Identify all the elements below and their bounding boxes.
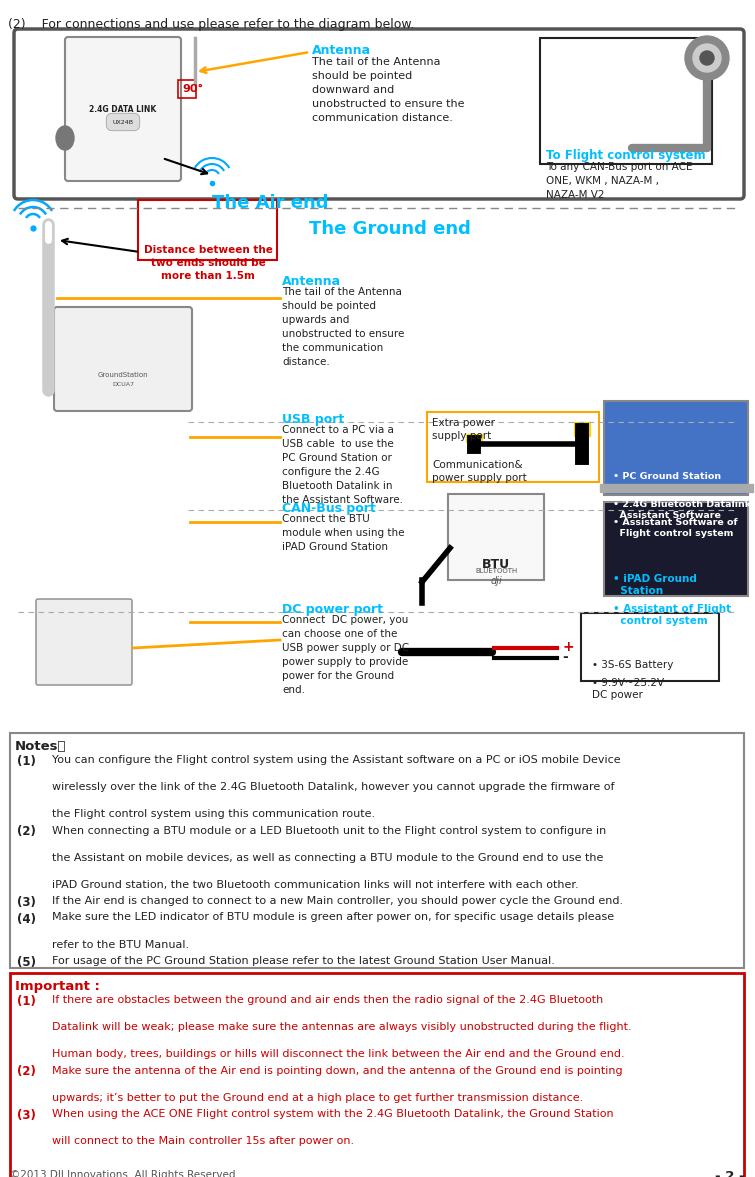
Bar [427,412,599,483]
Text: When using the ACE ONE Flight control system with the 2.4G Bluetooth Datalink, t: When using the ACE ONE Flight control sy… [52,1109,614,1146]
Text: • PC Ground Station: • PC Ground Station [613,472,721,481]
Ellipse shape [56,126,74,149]
Text: (2): (2) [17,1065,36,1078]
Text: BTU: BTU [482,558,510,571]
FancyBboxPatch shape [54,307,192,411]
Circle shape [693,44,721,72]
Text: 90°: 90° [182,84,203,94]
Text: When connecting a BTU module or a LED Bluetooth unit to the Flight control syste: When connecting a BTU module or a LED Bl… [52,825,606,890]
Text: Notes：: Notes： [15,740,66,753]
FancyBboxPatch shape [138,200,277,260]
Text: • Assistant Software of
  Flight control system: • Assistant Software of Flight control s… [613,518,738,538]
Circle shape [685,36,729,80]
Text: (3): (3) [17,896,36,909]
Text: To Flight control system: To Flight control system [546,149,706,162]
Text: -: - [562,650,568,664]
Bar [600,484,753,492]
Text: DC power port: DC power port [282,603,383,616]
Text: Connect the BTU
module when using the
iPAD Ground Station: Connect the BTU module when using the iP… [282,514,405,552]
Text: 2.4G DATA LINK: 2.4G DATA LINK [89,106,156,114]
Text: • iPAD Ground
  Station: • iPAD Ground Station [613,574,697,597]
Text: dji: dji [490,576,502,586]
Text: (1): (1) [17,754,36,769]
FancyBboxPatch shape [540,38,712,164]
Text: Connect to a PC via a
USB cable  to use the
PC Ground Station or
configure the 2: Connect to a PC via a USB cable to use t… [282,425,403,505]
Text: • Assistant of Flight
  control system: • Assistant of Flight control system [613,604,731,626]
Text: To any CAN-Bus port on ACE
ONE, WKM , NAZA-M ,
NAZA-M V2: To any CAN-Bus port on ACE ONE, WKM , NA… [546,162,692,200]
Text: Make sure the LED indicator of BTU module is green after power on, for specific : Make sure the LED indicator of BTU modul… [52,912,614,950]
Text: • 2.4G Bluetooth Datalink
  Assistant Software: • 2.4G Bluetooth Datalink Assistant Soft… [613,500,751,520]
Text: The tail of the Antenna
should be pointed
downward and
unobstructed to ensure th: The tail of the Antenna should be pointe… [312,56,464,124]
Bar [574,423,590,435]
Text: (2)    For connections and use please refer to the diagram below.: (2) For connections and use please refer… [8,18,414,31]
FancyBboxPatch shape [604,503,748,596]
Text: Extra power
supply port: Extra power supply port [432,418,495,441]
Text: • 3S-6S Battery: • 3S-6S Battery [592,660,673,670]
Text: The Ground end: The Ground end [309,220,471,238]
Text: ©2013 DJI Innovations. All Rights Reserved.: ©2013 DJI Innovations. All Rights Reserv… [10,1170,239,1177]
Text: Connect  DC power, you
can choose one of the
USB power supply or DC
power supply: Connect DC power, you can choose one of … [282,616,409,694]
Circle shape [700,51,714,65]
Text: Antenna: Antenna [282,275,341,288]
FancyBboxPatch shape [36,599,132,685]
Text: If there are obstacles between the ground and air ends then the radio signal of : If there are obstacles between the groun… [52,995,632,1059]
Text: DCUA7: DCUA7 [112,383,134,387]
Text: • 9.9V~25.2V
DC power: • 9.9V~25.2V DC power [592,678,664,700]
Text: For usage of the PC Ground Station please refer to the latest Ground Station Use: For usage of the PC Ground Station pleas… [52,956,555,966]
Text: If the Air end is changed to connect to a new Main controller, you should power : If the Air end is changed to connect to … [52,896,623,906]
Text: The tail of the Antenna
should be pointed
upwards and
unobstructed to ensure
the: The tail of the Antenna should be pointe… [282,287,405,367]
Text: Communication&
power supply port: Communication& power supply port [432,460,527,484]
Text: GroundStation: GroundStation [97,372,148,378]
Text: Make sure the antenna of the Air end is pointing down, and the antenna of the Gr: Make sure the antenna of the Air end is … [52,1065,623,1103]
Text: Distance between the
two ends should be
more than 1.5m: Distance between the two ends should be … [143,245,273,281]
Text: (2): (2) [17,825,36,838]
FancyBboxPatch shape [14,29,744,199]
Text: UX24B: UX24B [112,120,134,125]
FancyBboxPatch shape [604,401,748,496]
Text: (1): (1) [17,995,36,1008]
Text: +: + [562,640,574,654]
Text: CAN-Bus port: CAN-Bus port [282,503,376,516]
Text: (3): (3) [17,1109,36,1122]
FancyBboxPatch shape [65,36,181,181]
FancyBboxPatch shape [10,973,744,1177]
Text: The Air end: The Air end [211,194,328,212]
FancyBboxPatch shape [448,494,544,580]
Text: BLUETOOTH: BLUETOOTH [475,568,517,574]
Text: (5): (5) [17,956,36,969]
FancyBboxPatch shape [10,733,744,967]
Text: (4): (4) [17,912,36,925]
Text: USB port: USB port [282,413,344,426]
FancyBboxPatch shape [581,613,719,681]
Text: Antenna: Antenna [312,44,371,56]
Bar [466,434,482,443]
Text: Important :: Important : [15,980,100,993]
Text: You can configure the Flight control system using the Assistant software on a PC: You can configure the Flight control sys… [52,754,621,819]
Bar [178,80,196,98]
Text: - 2 -: - 2 - [716,1170,745,1177]
